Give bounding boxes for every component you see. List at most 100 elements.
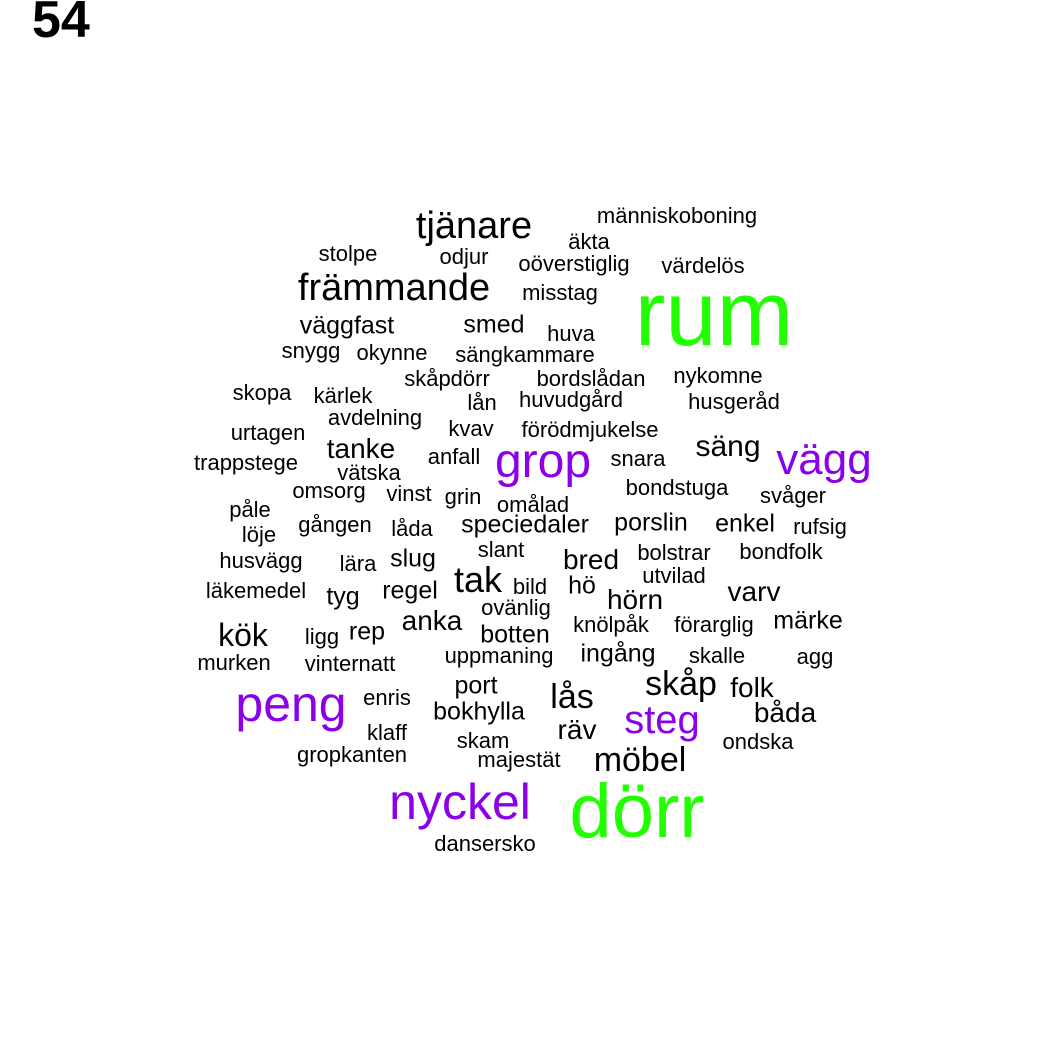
- cloud-word: folk: [730, 672, 774, 703]
- cloud-word: avdelning: [327, 405, 423, 430]
- cloud-word: slant: [477, 537, 525, 562]
- cloud-word: kvav: [448, 416, 494, 441]
- cloud-word: kök: [218, 617, 268, 653]
- cloud-word: omålad: [496, 492, 570, 517]
- cloud-word: grop: [494, 435, 592, 488]
- cloud-word: agg: [796, 644, 834, 669]
- cloud-word: vinst: [386, 481, 432, 506]
- cloud-word: botten: [480, 620, 550, 649]
- cloud-word: bolstrar: [637, 540, 711, 565]
- cloud-word: hö: [568, 571, 596, 600]
- cloud-word: värdelös: [661, 253, 745, 278]
- cloud-word: vägg: [776, 435, 872, 484]
- cloud-word: bordslådan: [536, 366, 646, 391]
- cloud-word: urtagen: [230, 420, 306, 445]
- cloud-word: huvudgård: [519, 387, 623, 412]
- cloud-word: människoboning: [596, 203, 758, 228]
- cloud-word: sängkammare: [455, 342, 595, 367]
- cloud-word: ondska: [722, 729, 794, 754]
- cloud-word: ingång: [580, 639, 656, 668]
- cloud-word: odjur: [439, 244, 489, 269]
- cloud-word: rum: [634, 263, 794, 365]
- cloud-word: peng: [235, 676, 347, 732]
- cloud-word: lås: [550, 678, 594, 716]
- cloud-word: bild: [512, 574, 548, 599]
- cloud-word: ligg: [304, 624, 340, 649]
- page-number: 54: [32, 0, 90, 49]
- cloud-word: rep: [348, 617, 386, 646]
- cloud-word: väggfast: [299, 311, 395, 340]
- cloud-word: enris: [363, 685, 411, 710]
- cloud-word: tak: [453, 559, 503, 600]
- cloud-word: majestät: [477, 747, 561, 772]
- cloud-word: omsorg: [292, 478, 366, 503]
- cloud-word: port: [454, 671, 498, 700]
- cloud-word: anka: [401, 605, 463, 636]
- cloud-word: gången: [298, 512, 372, 537]
- cloud-word: hörn: [606, 584, 664, 615]
- cloud-word: påle: [229, 497, 271, 522]
- cloud-word: skåp: [645, 665, 717, 703]
- cloud-word: snara: [610, 446, 666, 471]
- cloud-word: bondfolk: [739, 539, 823, 564]
- cloud-word: lära: [339, 551, 377, 576]
- cloud-word: äkta: [568, 229, 610, 254]
- cloud-word: främmande: [297, 267, 491, 309]
- cloud-word: ovänlig: [481, 595, 551, 620]
- cloud-word: dansersko: [434, 831, 536, 856]
- cloud-word: vätska: [337, 460, 401, 485]
- cloud-word: misstag: [522, 280, 598, 305]
- cloud-word: bokhylla: [433, 697, 525, 726]
- cloud-word: skåpdörr: [404, 366, 490, 391]
- cloud-word: dörr: [569, 769, 705, 854]
- cloud-word: skam: [456, 728, 510, 753]
- cloud-word: husgeråd: [688, 389, 780, 414]
- cloud-word: förödmjukelse: [521, 417, 659, 442]
- cloud-word: regel: [382, 576, 438, 605]
- cloud-word: speciedaler: [461, 510, 589, 539]
- cloud-word: stolpe: [318, 241, 378, 266]
- cloud-word: anfall: [427, 444, 481, 469]
- cloud-word: märke: [773, 606, 843, 635]
- cloud-word: snygg: [281, 338, 341, 363]
- cloud-word: utvilad: [642, 563, 706, 588]
- cloud-word: bred: [562, 544, 620, 575]
- cloud-word: möbel: [593, 741, 687, 779]
- cloud-word: tanke: [326, 433, 396, 464]
- cloud-word: låda: [391, 516, 433, 541]
- cloud-word: steg: [624, 698, 700, 742]
- cloud-word: räv: [557, 714, 597, 745]
- cloud-word: varv: [727, 576, 781, 607]
- cloud-word: lån: [467, 390, 497, 415]
- cloud-word: enkel: [715, 509, 775, 538]
- cloud-word: nykomne: [673, 363, 763, 388]
- cloud-word: tjänare: [415, 205, 533, 247]
- cloud-word: nyckel: [389, 774, 531, 830]
- cloud-word: löje: [241, 522, 277, 547]
- cloud-word: trappstege: [194, 450, 298, 475]
- cloud-word: gropkanten: [296, 742, 408, 767]
- cloud-word: smed: [463, 310, 525, 339]
- cloud-word: tyg: [326, 582, 360, 611]
- cloud-word: porslin: [614, 508, 688, 537]
- cloud-word: oöverstiglig: [518, 251, 630, 276]
- cloud-word: skalle: [688, 643, 746, 668]
- cloud-word: båda: [753, 697, 817, 728]
- cloud-word: förarglig: [674, 612, 754, 637]
- cloud-word: okynne: [356, 340, 428, 365]
- cloud-word: klaff: [367, 720, 407, 745]
- cloud-word: säng: [695, 430, 761, 463]
- cloud-word: kärlek: [313, 383, 373, 408]
- cloud-word: knölpåk: [573, 612, 649, 637]
- cloud-word: husvägg: [219, 548, 303, 573]
- cloud-word: uppmaning: [444, 643, 554, 668]
- cloud-word: vinternatt: [304, 651, 396, 676]
- cloud-word: murken: [197, 650, 271, 675]
- cloud-word: bondstuga: [625, 475, 729, 500]
- cloud-word: grin: [444, 484, 482, 509]
- cloud-word: läkemedel: [205, 578, 307, 603]
- cloud-word: huva: [547, 321, 595, 346]
- cloud-word: svåger: [759, 483, 827, 508]
- cloud-word: skopa: [232, 380, 292, 405]
